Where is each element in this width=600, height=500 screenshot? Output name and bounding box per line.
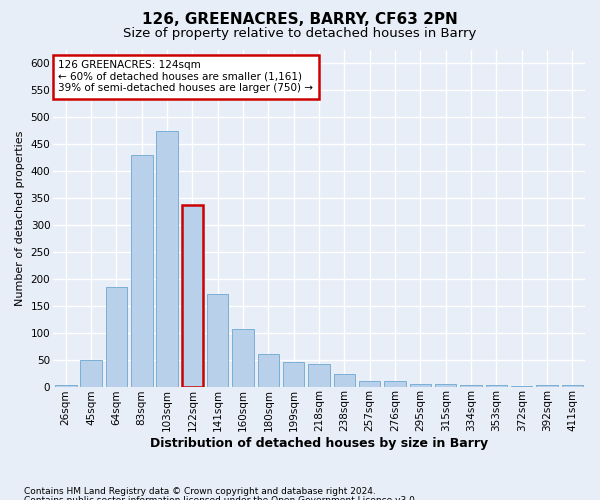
X-axis label: Distribution of detached houses by size in Barry: Distribution of detached houses by size … <box>150 437 488 450</box>
Bar <box>359 381 380 386</box>
Bar <box>207 294 229 386</box>
Text: Contains HM Land Registry data © Crown copyright and database right 2024.: Contains HM Land Registry data © Crown c… <box>24 488 376 496</box>
Bar <box>435 384 457 386</box>
Bar <box>182 205 203 386</box>
Bar <box>334 374 355 386</box>
Text: 126 GREENACRES: 124sqm
← 60% of detached houses are smaller (1,161)
39% of semi-: 126 GREENACRES: 124sqm ← 60% of detached… <box>58 60 313 94</box>
Bar <box>283 362 304 386</box>
Bar <box>131 155 152 386</box>
Bar <box>536 385 558 386</box>
Y-axis label: Number of detached properties: Number of detached properties <box>15 130 25 306</box>
Text: 126, GREENACRES, BARRY, CF63 2PN: 126, GREENACRES, BARRY, CF63 2PN <box>142 12 458 28</box>
Bar <box>80 360 102 386</box>
Bar <box>460 385 482 386</box>
Bar <box>106 287 127 386</box>
Bar <box>55 385 77 386</box>
Bar <box>157 131 178 386</box>
Bar <box>308 364 330 386</box>
Bar <box>410 384 431 386</box>
Bar <box>384 381 406 386</box>
Bar <box>232 329 254 386</box>
Bar <box>257 354 279 386</box>
Text: Contains public sector information licensed under the Open Government Licence v3: Contains public sector information licen… <box>24 496 418 500</box>
Text: Size of property relative to detached houses in Barry: Size of property relative to detached ho… <box>124 28 476 40</box>
